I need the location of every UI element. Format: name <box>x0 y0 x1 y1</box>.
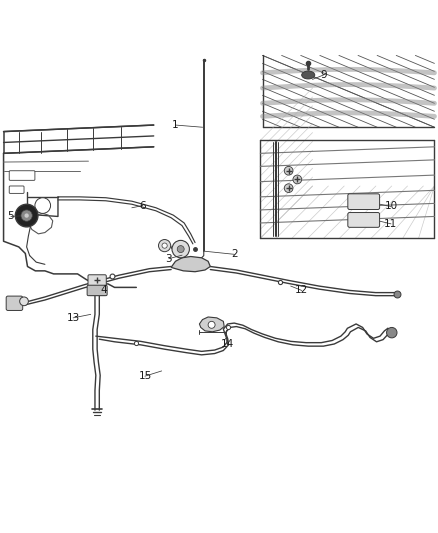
Circle shape <box>284 166 293 175</box>
Circle shape <box>208 321 215 328</box>
Circle shape <box>15 204 38 227</box>
Text: 9: 9 <box>320 70 327 80</box>
Polygon shape <box>171 256 210 272</box>
Text: 15: 15 <box>138 371 152 381</box>
Circle shape <box>21 210 32 221</box>
Text: 13: 13 <box>67 313 80 323</box>
Circle shape <box>387 327 397 338</box>
Text: 4: 4 <box>100 286 107 295</box>
Ellipse shape <box>302 71 315 79</box>
Circle shape <box>159 239 171 252</box>
FancyBboxPatch shape <box>9 171 35 180</box>
FancyBboxPatch shape <box>348 194 380 209</box>
Text: 3: 3 <box>166 254 172 264</box>
Circle shape <box>25 213 29 218</box>
Text: 14: 14 <box>221 339 234 349</box>
Text: 6: 6 <box>140 200 146 211</box>
FancyBboxPatch shape <box>9 186 24 193</box>
FancyBboxPatch shape <box>6 296 23 310</box>
Circle shape <box>162 243 167 248</box>
FancyBboxPatch shape <box>88 275 106 286</box>
Text: 12: 12 <box>295 286 308 295</box>
Text: 1: 1 <box>172 120 179 130</box>
Circle shape <box>293 175 302 184</box>
Text: 5: 5 <box>7 212 14 221</box>
FancyBboxPatch shape <box>348 213 380 228</box>
Circle shape <box>172 240 189 258</box>
Text: 10: 10 <box>385 201 397 212</box>
Polygon shape <box>199 317 224 332</box>
Circle shape <box>177 246 184 253</box>
FancyBboxPatch shape <box>87 285 107 296</box>
Text: 11: 11 <box>384 219 398 229</box>
Circle shape <box>20 297 28 305</box>
Text: 2: 2 <box>231 249 237 260</box>
Circle shape <box>35 198 50 213</box>
Circle shape <box>284 184 293 192</box>
